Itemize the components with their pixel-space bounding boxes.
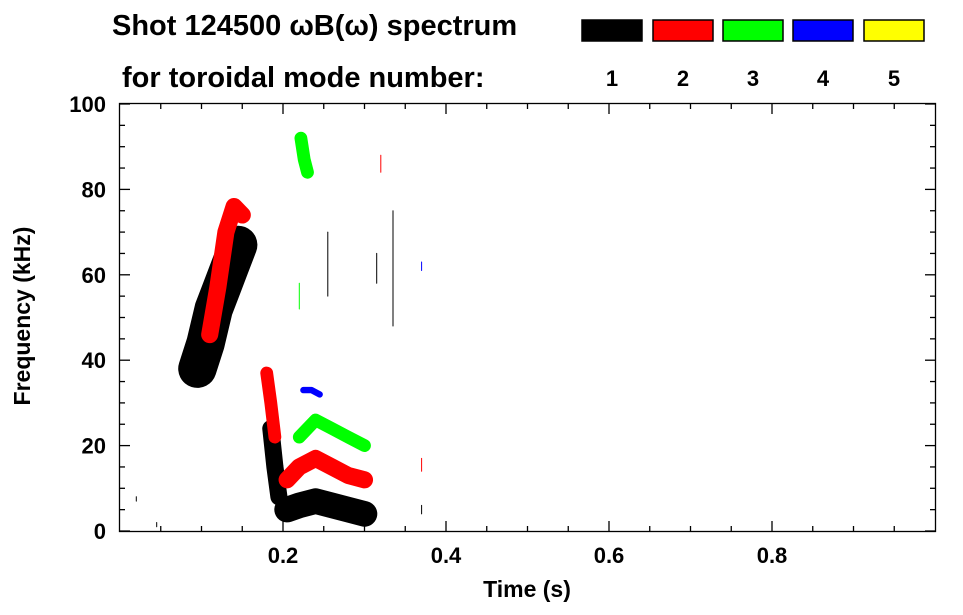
plot-frame (118, 102, 937, 533)
feature-n2-burst-mid (260, 366, 282, 444)
legend-label-n1: 1 (606, 66, 618, 91)
feature-n2-low-cluster (278, 449, 374, 489)
feature-n1-low-cluster (274, 488, 378, 527)
legend-label-n5: 5 (888, 66, 900, 91)
x-tick-label: 0.4 (431, 543, 462, 568)
legend-swatch-n2 (652, 19, 714, 42)
y-tick-label: 100 (69, 92, 106, 117)
y-tick-label: 0 (94, 519, 106, 544)
x-tick-label: 0.8 (757, 543, 788, 568)
feature-n3-high-blob (294, 131, 314, 179)
legend-swatch-n3 (722, 19, 784, 42)
x-tick-label: 0.6 (594, 543, 625, 568)
feature-n4-blob (300, 386, 323, 398)
y-tick-label: 60 (82, 263, 106, 288)
y-tick-label: 80 (82, 177, 106, 202)
legend-label-n4: 4 (817, 66, 830, 91)
feature-n2-chirp-upper (201, 197, 251, 344)
axis-ticks: 0 20 40 60 80 100 0.2 0.4 0.6 0.8 (69, 92, 935, 568)
feature-n3-mid-cluster (292, 413, 371, 453)
legend-label-n2: 2 (677, 66, 689, 91)
legend-swatch-n5 (863, 19, 925, 42)
y-tick-label: 20 (82, 434, 106, 459)
legend-title: for toroidal mode number: (122, 62, 485, 94)
legend-swatch-n1 (581, 19, 643, 42)
plot-features (135, 131, 423, 528)
legend: 1 2 3 4 5 (581, 19, 925, 91)
legend-label-n3: 3 (747, 66, 759, 91)
chart-title: Shot 124500 ωB(ω) spectrum (112, 10, 517, 42)
legend-swatch-n4 (792, 19, 854, 42)
y-axis-label: Frequency (kHz) (9, 227, 35, 406)
x-tick-label: 0.2 (268, 543, 299, 568)
x-axis-label: Time (s) (483, 576, 571, 602)
y-tick-label: 40 (82, 348, 106, 373)
